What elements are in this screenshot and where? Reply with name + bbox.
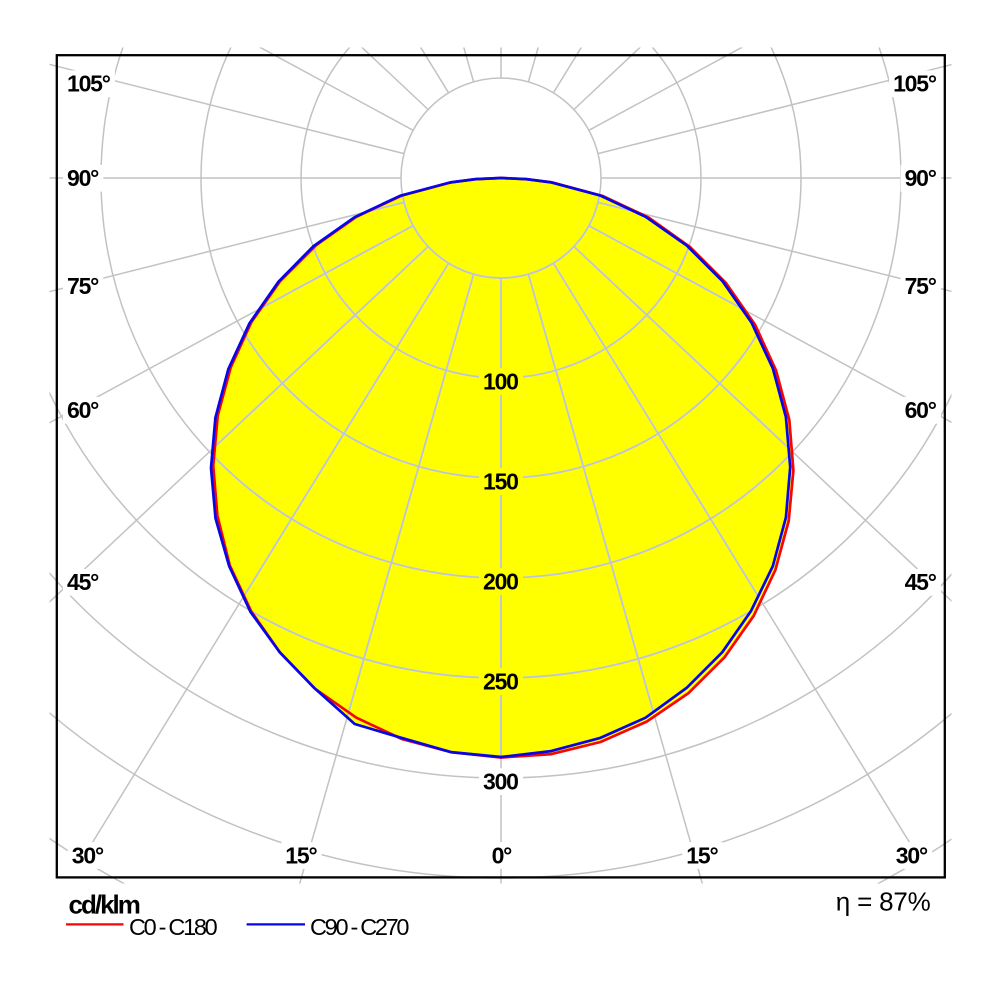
svg-text:cd/klm: cd/klm [69, 890, 140, 920]
svg-text:100: 100 [483, 369, 518, 395]
svg-text:200: 200 [483, 569, 518, 595]
svg-text:C0 - C180: C0 - C180 [129, 914, 218, 940]
svg-text:30°: 30° [896, 842, 928, 868]
svg-text:90°: 90° [905, 165, 937, 191]
svg-text:45°: 45° [67, 569, 99, 595]
svg-text:60°: 60° [905, 397, 937, 423]
svg-text:45°: 45° [905, 569, 937, 595]
svg-text:300: 300 [483, 769, 518, 795]
svg-text:C90 - C270: C90 - C270 [310, 914, 409, 940]
svg-text:30°: 30° [72, 842, 104, 868]
svg-text:250: 250 [483, 669, 518, 695]
svg-text:75°: 75° [905, 273, 937, 299]
svg-text:15°: 15° [686, 842, 718, 868]
svg-text:90°: 90° [67, 165, 99, 191]
svg-text:105°: 105° [893, 71, 937, 97]
svg-text:105°: 105° [67, 71, 111, 97]
svg-text:15°: 15° [285, 842, 317, 868]
svg-text:0°: 0° [492, 842, 513, 868]
svg-text:150: 150 [483, 469, 518, 495]
svg-text:75°: 75° [67, 273, 99, 299]
svg-text:60°: 60° [67, 397, 99, 423]
svg-text:η = 87%: η = 87% [836, 887, 931, 917]
